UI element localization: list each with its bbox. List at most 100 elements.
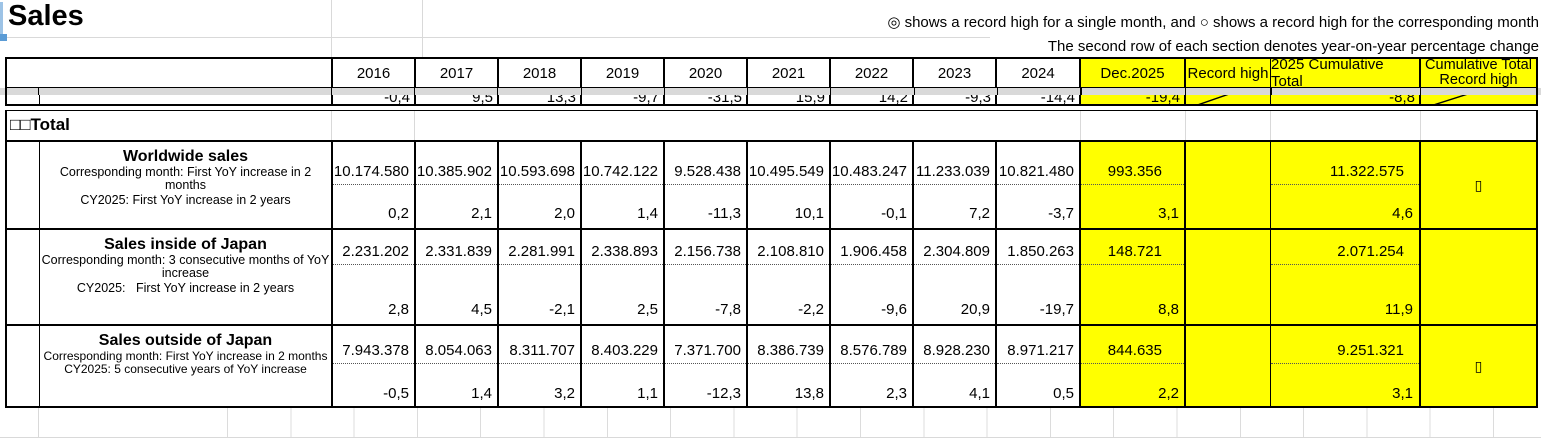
header-2024[interactable]: 2024 xyxy=(997,59,1081,87)
yoy-value: 20,9 xyxy=(960,301,990,318)
clipped-2016[interactable]: -0,4 xyxy=(333,95,416,104)
cell-2022[interactable]: 10.483.247 -0,1 xyxy=(831,142,914,228)
cell-2020[interactable]: 9.528.438 -11,3 xyxy=(665,142,748,228)
clipped-cumulative-record[interactable] xyxy=(1421,95,1536,104)
clipped-record-high[interactable] xyxy=(1186,95,1271,104)
cell-2019[interactable]: 8.403.229 1,1 xyxy=(582,326,665,406)
cell-cumulative[interactable]: 9.251.321 3,1 xyxy=(1271,326,1421,406)
cell-dec2025[interactable]: 993.356 3,1 xyxy=(1081,142,1186,228)
header-blank-cell[interactable] xyxy=(7,59,333,87)
header-cumulative-record-line2: Record high xyxy=(1439,72,1518,88)
row-margin-cell[interactable] xyxy=(7,326,40,406)
sales-value: 8.403.229 xyxy=(591,342,658,359)
cell-2021[interactable]: 10.495.549 10,1 xyxy=(748,142,831,228)
header-2019[interactable]: 2019 xyxy=(582,59,665,87)
header-2018[interactable]: 2018 xyxy=(499,59,582,87)
cell-2016[interactable]: 2.231.202 2,8 xyxy=(333,230,416,324)
cell-2022[interactable]: 8.576.789 2,3 xyxy=(831,326,914,406)
cell-selection-handle[interactable] xyxy=(0,34,7,41)
cell-2024[interactable]: 10.821.480 -3,7 xyxy=(997,142,1081,228)
cell-2016[interactable]: 7.943.378 -0,5 xyxy=(333,326,416,406)
yoy-value: 13,8 xyxy=(794,385,824,402)
clipped-2024[interactable]: -14,4 xyxy=(997,95,1081,104)
row-label-inside-japan[interactable]: Sales inside of Japan Corresponding mont… xyxy=(40,230,333,324)
header-2022[interactable]: 2022 xyxy=(831,59,914,87)
clipped-2022[interactable]: 14,2 xyxy=(831,95,914,104)
sales-value: 993.356 xyxy=(1107,163,1162,180)
header-cumulative-record-high[interactable]: Cumulative Total Record high xyxy=(1421,57,1536,88)
sales-value: 10.742.122 xyxy=(582,163,658,180)
header-dec2025[interactable]: Dec.2025 xyxy=(1081,59,1186,87)
header-2020[interactable]: 2020 xyxy=(665,59,748,87)
clipped-cumulative[interactable]: -8,8 xyxy=(1271,95,1421,104)
cell-record-high[interactable] xyxy=(1186,326,1271,406)
gridline xyxy=(664,88,665,95)
cell-2017[interactable]: 2.331.839 4,5 xyxy=(416,230,499,324)
dotted-divider xyxy=(416,184,497,185)
cell-cumulative[interactable]: 2.071.254 11,9 xyxy=(1271,230,1421,324)
clipped-label-cell[interactable] xyxy=(40,95,333,104)
dotted-divider xyxy=(665,184,746,185)
header-2021[interactable]: 2021 xyxy=(748,59,831,87)
row-margin-cell[interactable] xyxy=(7,230,40,324)
sales-value: 7.371.700 xyxy=(674,342,741,359)
row-margin-cell[interactable] xyxy=(7,142,40,228)
cell-record-high[interactable] xyxy=(1186,142,1271,228)
dotted-divider xyxy=(1081,264,1184,265)
yoy-value: 3,1 xyxy=(1158,205,1179,222)
cell-2017[interactable]: 8.054.063 1,4 xyxy=(416,326,499,406)
gridline xyxy=(414,111,415,140)
cell-2019[interactable]: 10.742.122 1,4 xyxy=(582,142,665,228)
yoy-value: -31,5 xyxy=(707,95,742,104)
header-2016[interactable]: 2016 xyxy=(333,59,416,87)
cell-2023[interactable]: 2.304.809 20,9 xyxy=(914,230,997,324)
clipped-2020[interactable]: -31,5 xyxy=(665,95,748,104)
cell-2018[interactable]: 10.593.698 2,0 xyxy=(499,142,582,228)
cell-2020[interactable]: 2.156.738 -7,8 xyxy=(665,230,748,324)
clipped-2019[interactable]: -9,7 xyxy=(582,95,665,104)
cell-2021[interactable]: 2.108.810 -2,2 xyxy=(748,230,831,324)
cell-cumulative-record[interactable] xyxy=(1421,230,1536,324)
clipped-2021[interactable]: 15,9 xyxy=(748,95,831,104)
yoy-value: -14,4 xyxy=(1040,95,1075,104)
cell-cumulative[interactable]: 11.322.575 4,6 xyxy=(1271,142,1421,228)
cell-2024[interactable]: 8.971.217 0,5 xyxy=(997,326,1081,406)
cell-2019[interactable]: 2.338.893 2,5 xyxy=(582,230,665,324)
cell-2023[interactable]: 11.233.039 7,2 xyxy=(914,142,997,228)
cell-2018[interactable]: 8.311.707 3,2 xyxy=(499,326,582,406)
cell-2017[interactable]: 10.385.902 2,1 xyxy=(416,142,499,228)
cell-cumulative-record[interactable]: ▯ xyxy=(1421,326,1536,406)
missing-glyph-box: ▯ xyxy=(1474,176,1483,193)
gridline xyxy=(331,111,332,140)
sales-value: 10.483.247 xyxy=(831,163,907,180)
yoy-value: 2,5 xyxy=(637,301,658,318)
cell-2023[interactable]: 8.928.230 4,1 xyxy=(914,326,997,406)
yoy-value: 2,2 xyxy=(1158,385,1179,402)
clipped-2017[interactable]: 9,5 xyxy=(416,95,499,104)
cell-2024[interactable]: 1.850.263 -19,7 xyxy=(997,230,1081,324)
header-record-high[interactable]: Record high xyxy=(1186,59,1271,87)
header-2025-cumulative-total[interactable]: 2025 Cumulative Total xyxy=(1271,56,1421,90)
clipped-dec2025[interactable]: -19,4 xyxy=(1081,95,1186,104)
cell-2016[interactable]: 10.174.580 0,2 xyxy=(333,142,416,228)
header-2023[interactable]: 2023 xyxy=(914,59,997,87)
clipped-2018[interactable]: 13,3 xyxy=(499,95,582,104)
gridline xyxy=(1420,88,1421,95)
cell-2020[interactable]: 7.371.700 -12,3 xyxy=(665,326,748,406)
cell-dec2025[interactable]: 844.635 2,2 xyxy=(1081,326,1186,406)
cell-record-high[interactable] xyxy=(1186,230,1271,324)
cell-2021[interactable]: 8.386.739 13,8 xyxy=(748,326,831,406)
clipped-2023[interactable]: -9,3 xyxy=(914,95,997,104)
dotted-divider xyxy=(1271,184,1419,185)
clipped-cell[interactable] xyxy=(7,95,40,104)
page-title[interactable]: Sales xyxy=(8,0,84,32)
cell-2022[interactable]: 1.906.458 -9,6 xyxy=(831,230,914,324)
cell-cumulative-record[interactable]: ▯ xyxy=(1421,142,1536,228)
cell-2018[interactable]: 2.281.991 -2,1 xyxy=(499,230,582,324)
yoy-value: 2,0 xyxy=(554,205,575,222)
row-label-worldwide[interactable]: Worldwide sales Corresponding month: Fir… xyxy=(40,142,333,228)
row-label-outside-japan[interactable]: Sales outside of Japan Corresponding mon… xyxy=(40,326,333,406)
header-2017[interactable]: 2017 xyxy=(416,59,499,87)
cell-dec2025[interactable]: 148.721 8,8 xyxy=(1081,230,1186,324)
section-row-total[interactable]: □□Total xyxy=(5,110,1538,140)
